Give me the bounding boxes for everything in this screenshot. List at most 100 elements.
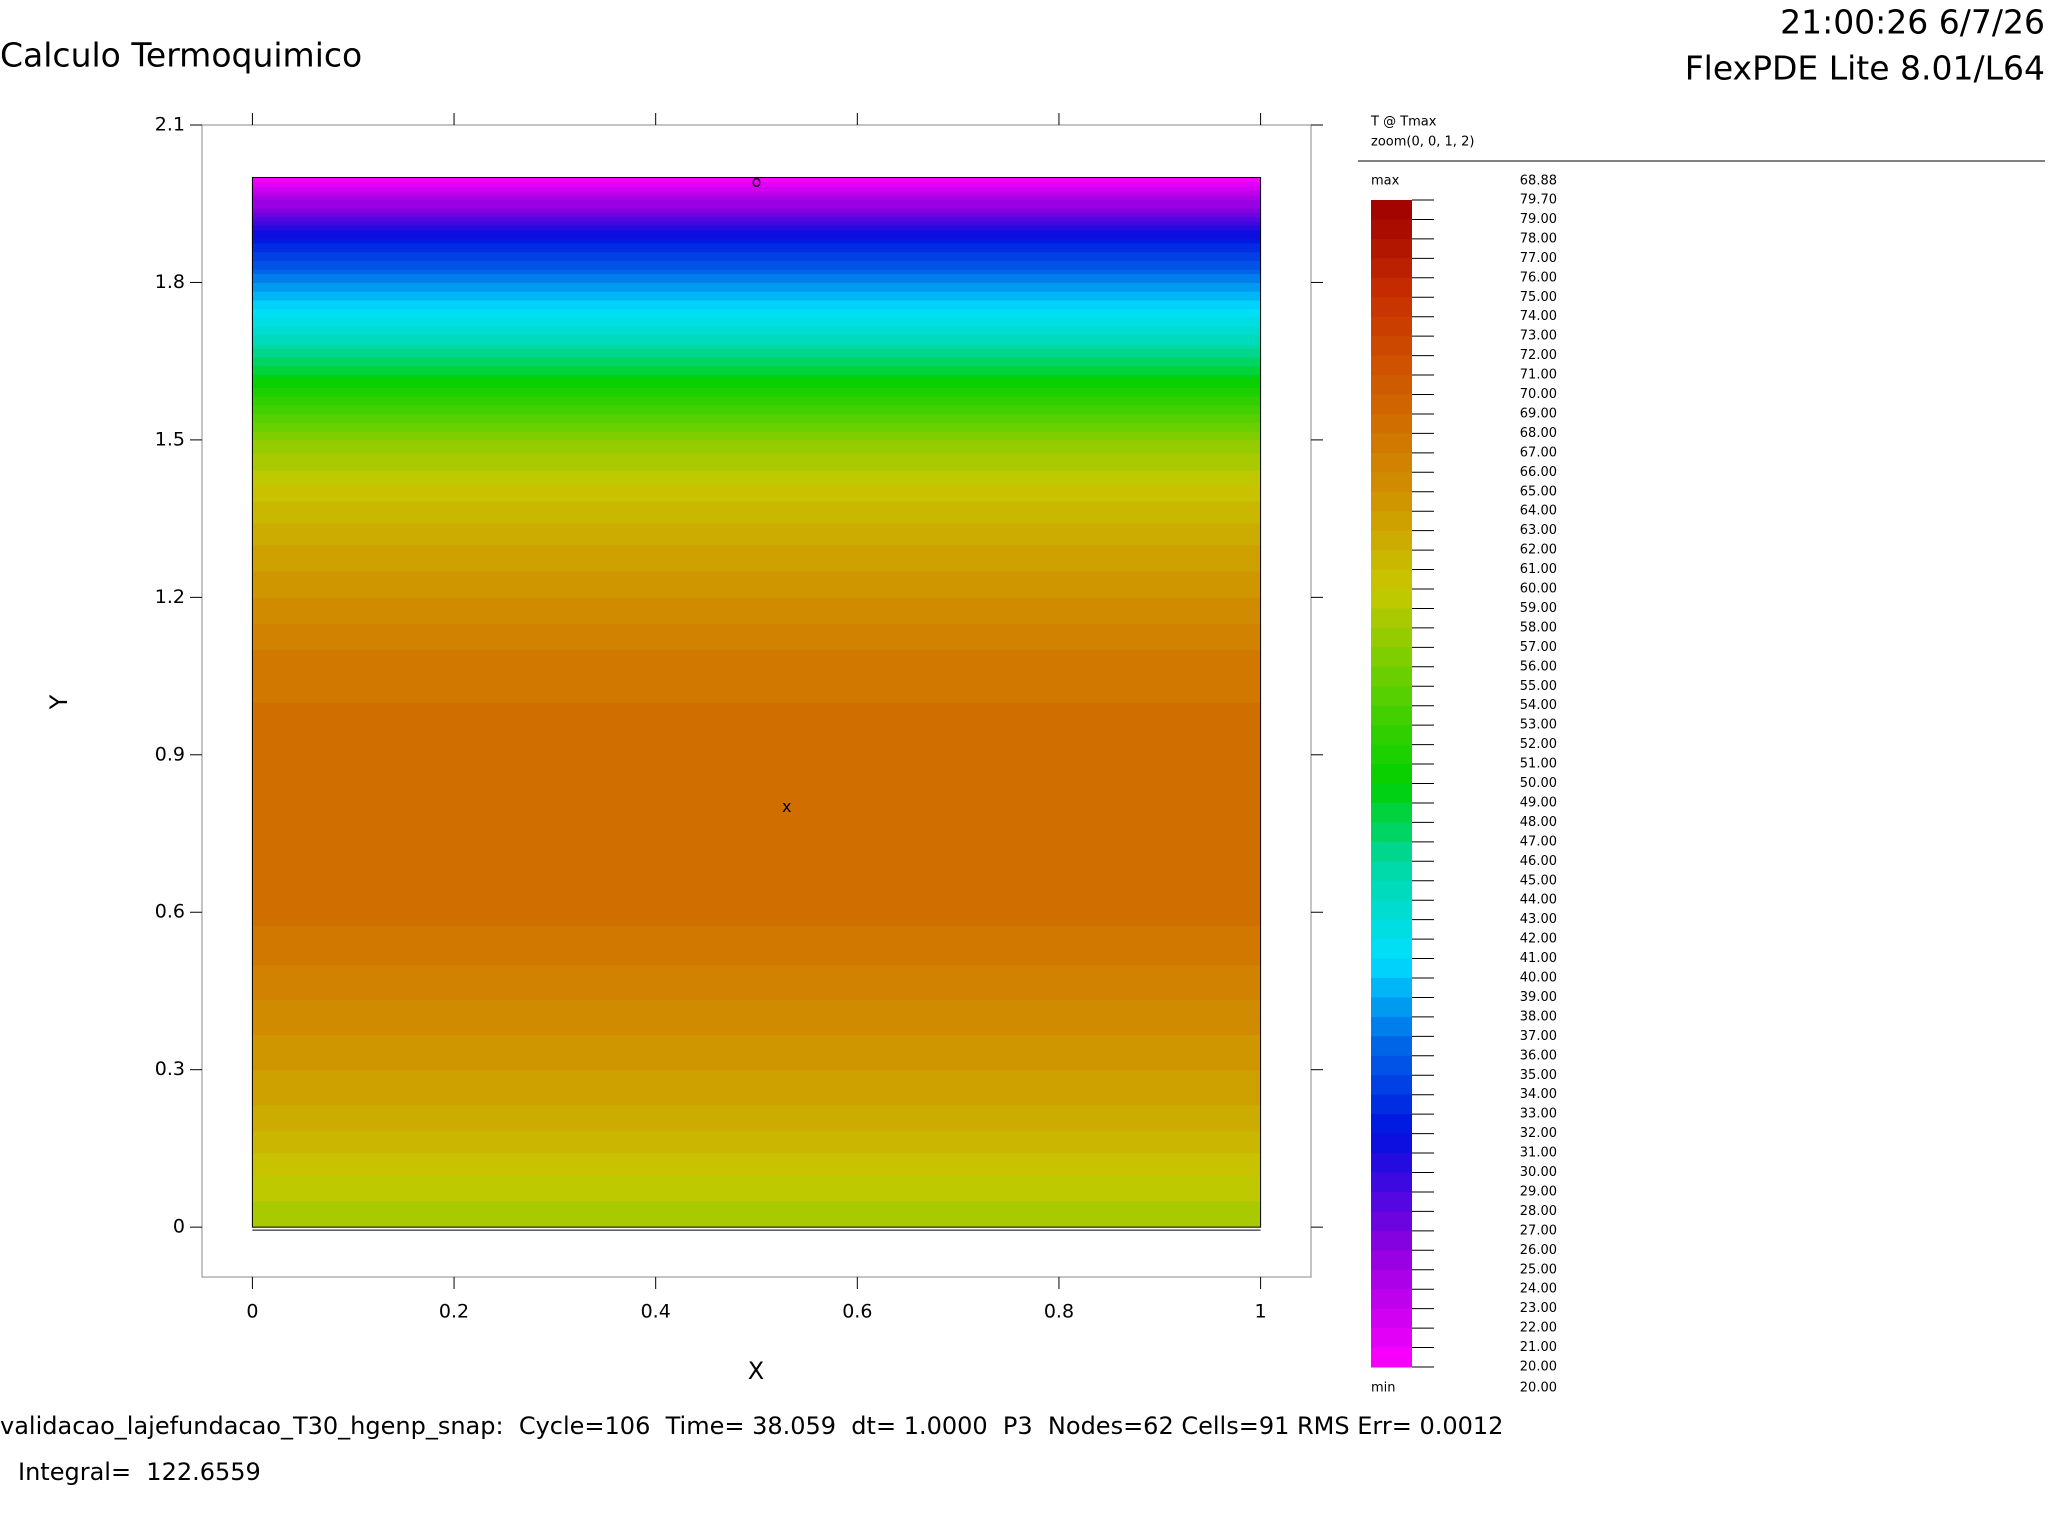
legend-label: 23.00 — [1520, 1301, 1557, 1316]
annotation: x — [782, 797, 791, 816]
legend-label: 64.00 — [1520, 504, 1557, 519]
contour-band — [252, 518, 1261, 524]
contour-band — [252, 461, 1261, 467]
legend-swatch — [1371, 978, 1412, 998]
contour-band — [252, 229, 1261, 235]
contour-band — [252, 281, 1261, 288]
contour-band — [252, 784, 1261, 791]
legend-swatch — [1371, 822, 1412, 843]
contour-band — [252, 413, 1261, 419]
domain-outline — [251, 176, 1262, 1228]
contour-band — [252, 1217, 1261, 1224]
contour-band — [252, 1099, 1261, 1106]
contour-band — [252, 601, 1261, 607]
contour-band — [252, 907, 1261, 913]
legend-label: 59.00 — [1520, 601, 1557, 616]
legend-label: 43.00 — [1520, 912, 1557, 927]
plot-frame — [201, 124, 1312, 1278]
contour-band — [252, 710, 1261, 716]
legend-swatch — [1371, 530, 1412, 551]
contour-band — [252, 216, 1261, 222]
contour-band — [252, 190, 1261, 196]
legend-label: 56.00 — [1520, 659, 1557, 674]
contour-band — [252, 754, 1261, 760]
legend-label: 25.00 — [1520, 1262, 1557, 1277]
contour-band — [252, 211, 1261, 218]
legend-label: 44.00 — [1520, 893, 1557, 908]
contour-band — [252, 942, 1261, 948]
contour-band — [252, 561, 1261, 568]
contour-band — [252, 1112, 1261, 1119]
timestamp: 21:00:26 6/7/26 — [1780, 3, 2045, 42]
contour-band — [252, 850, 1261, 856]
contour-band — [252, 295, 1261, 301]
contour-band — [252, 351, 1261, 358]
legend-label: 67.00 — [1520, 445, 1557, 460]
legend-swatch — [1371, 1230, 1412, 1251]
legend-label: 52.00 — [1520, 737, 1557, 752]
contour-band — [252, 1200, 1261, 1206]
contour-band — [252, 198, 1261, 205]
contour-band — [252, 920, 1261, 926]
legend-swatch — [1371, 1094, 1412, 1115]
legend-swatch — [1371, 491, 1412, 512]
contour-band — [252, 181, 1261, 187]
legend-min-label: min — [1371, 1381, 1396, 1396]
legend-swatch — [1371, 1211, 1412, 1232]
contour-band — [252, 251, 1261, 257]
contour-band — [252, 356, 1261, 362]
contour-band — [252, 806, 1261, 813]
contour-band — [252, 653, 1261, 660]
contour-band — [252, 548, 1261, 555]
contour-band — [252, 1143, 1261, 1149]
legend-label: 57.00 — [1520, 640, 1557, 655]
contour-band — [252, 277, 1261, 283]
contour-band — [252, 741, 1261, 747]
legend-label: 51.00 — [1520, 757, 1557, 772]
legend-swatch — [1371, 472, 1412, 493]
legend-swatch — [1371, 705, 1412, 726]
contour-band — [252, 334, 1261, 340]
contour-band — [252, 854, 1261, 861]
legend-swatch — [1371, 627, 1412, 648]
x-tick-label: 0.4 — [641, 1301, 671, 1323]
legend-min: 20.00 — [1520, 1381, 1557, 1396]
contour-band — [252, 286, 1261, 292]
contour-band — [252, 1021, 1261, 1027]
legend-label: 53.00 — [1520, 718, 1557, 733]
contour-band — [252, 574, 1261, 581]
contour-band — [252, 1161, 1261, 1167]
legend-label: 74.00 — [1520, 309, 1557, 324]
contour-band — [252, 588, 1261, 594]
contour-band — [252, 347, 1261, 353]
legend-label: 48.00 — [1520, 815, 1557, 830]
contour-band — [252, 1156, 1261, 1163]
legend-label: 61.00 — [1520, 562, 1557, 577]
contour-band — [252, 255, 1261, 262]
contour-band — [252, 951, 1261, 957]
legend-swatch — [1371, 1328, 1412, 1349]
legend-label: 42.00 — [1520, 932, 1557, 947]
contour-band — [252, 194, 1261, 200]
legend-label: 41.00 — [1520, 951, 1557, 966]
contour-band — [252, 758, 1261, 765]
contour-band — [252, 535, 1261, 541]
contour-band — [252, 745, 1261, 751]
contour-band — [252, 303, 1261, 310]
contour-band — [252, 456, 1261, 463]
contour-band — [252, 264, 1261, 270]
contour-band — [252, 868, 1261, 874]
legend-label: 63.00 — [1520, 523, 1557, 538]
legend-swatch — [1371, 1289, 1412, 1310]
contour-band — [252, 316, 1261, 323]
contour-band — [252, 990, 1261, 996]
contour-band — [252, 483, 1261, 489]
legend-swatch — [1371, 841, 1412, 862]
contour-band — [252, 1056, 1261, 1062]
legend-label: 21.00 — [1520, 1340, 1557, 1355]
contour-band — [252, 242, 1261, 248]
contour-band — [252, 824, 1261, 830]
contour-band — [252, 889, 1261, 896]
y-tick-label: 1.5 — [155, 428, 185, 450]
contour-band — [252, 496, 1261, 502]
